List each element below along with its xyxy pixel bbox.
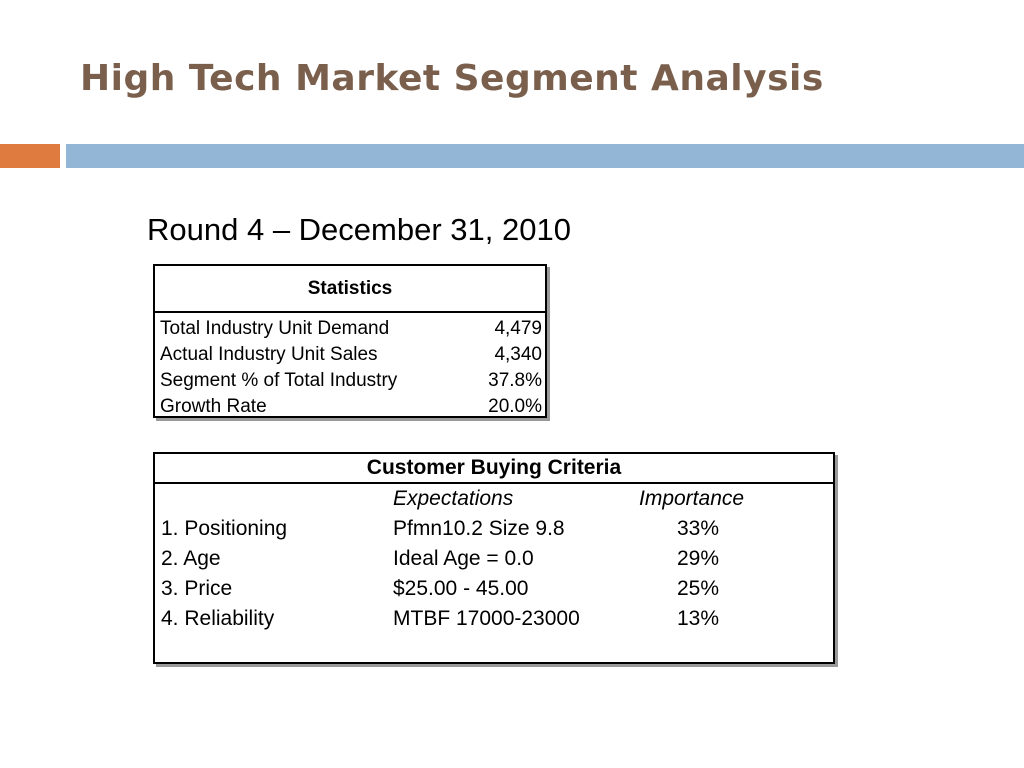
stats-label: Total Industry Unit Demand <box>160 318 390 339</box>
criterion-label: 2. Age <box>161 547 221 570</box>
criterion-importance: 25% <box>677 577 720 600</box>
criteria-row: 4. Reliability MTBF 17000-23000 13% <box>155 604 833 634</box>
stats-value: 4,340 <box>494 344 542 365</box>
column-header-expectations: Expectations <box>393 487 514 510</box>
criterion-expectation: $25.00 - 45.00 <box>393 577 529 600</box>
statistics-header: Statistics <box>155 266 545 313</box>
criteria-row: 1. Positioning Pfmn10.2 Size 9.8 33% <box>155 514 833 544</box>
stats-value: 20.0% <box>488 396 542 417</box>
accent-bar-blue <box>66 144 1024 168</box>
accent-bar-orange <box>0 144 60 168</box>
slide-title: High Tech Market Segment Analysis <box>80 58 824 99</box>
criterion-expectation: Ideal Age = 0.0 <box>393 547 534 570</box>
criteria-row: 2. Age Ideal Age = 0.0 29% <box>155 544 833 574</box>
criterion-importance: 13% <box>677 607 720 630</box>
stats-label: Actual Industry Unit Sales <box>160 344 378 365</box>
criterion-label: 3. Price <box>161 577 233 600</box>
stats-label: Segment % of Total Industry <box>160 370 398 391</box>
criterion-label: 1. Positioning <box>161 517 288 540</box>
statistics-table: Statistics Total Industry Unit Demand 4,… <box>153 264 547 418</box>
criterion-importance: 33% <box>677 517 720 540</box>
criterion-label: 4. Reliability <box>161 607 275 630</box>
criterion-expectation: MTBF 17000-23000 <box>393 607 580 630</box>
criteria-header: Customer Buying Criteria <box>155 454 833 484</box>
stats-label: Growth Rate <box>160 396 267 417</box>
stats-value: 37.8% <box>488 370 542 391</box>
stats-value: 4,479 <box>494 318 542 339</box>
criteria-row: 3. Price $25.00 - 45.00 25% <box>155 574 833 604</box>
criterion-importance: 29% <box>677 547 720 570</box>
slide-subtitle: Round 4 – December 31, 2010 <box>147 212 571 247</box>
criteria-column-headers: Expectations Importance <box>155 484 833 514</box>
stats-row: Actual Industry Unit Sales 4,340 <box>155 342 545 368</box>
criterion-expectation: Pfmn10.2 Size 9.8 <box>393 517 565 540</box>
customer-buying-criteria-table: Customer Buying Criteria Expectations Im… <box>153 452 835 664</box>
stats-row: Segment % of Total Industry 37.8% <box>155 368 545 394</box>
column-header-importance: Importance <box>639 487 745 510</box>
stats-row: Total Industry Unit Demand 4,479 <box>155 316 545 342</box>
stats-row: Growth Rate 20.0% <box>155 394 545 420</box>
